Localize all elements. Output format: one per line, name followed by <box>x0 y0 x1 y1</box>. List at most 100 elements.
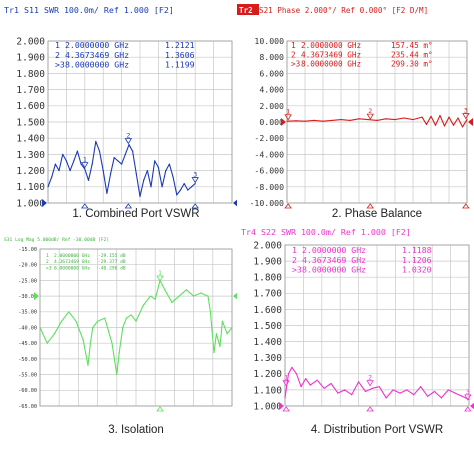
y-tick-label: -35.00 <box>18 310 37 316</box>
marker-row-value: 1.1188 <box>402 245 432 255</box>
trace-point <box>378 386 380 388</box>
y-tick-label: -25.00 <box>18 278 37 284</box>
header-tag: Tr2 <box>239 6 253 15</box>
trace-point <box>132 150 134 152</box>
marker-row: 1 2.0000000 GHz 157.45 m° <box>291 41 433 50</box>
trace-point <box>420 386 422 388</box>
trace-point <box>430 115 432 117</box>
y-tick-label: -15.00 <box>18 247 37 253</box>
trace-point <box>340 118 342 121</box>
trace-point <box>468 398 470 401</box>
trace-point <box>221 320 223 322</box>
marker-triangle <box>191 177 199 184</box>
trace-point <box>427 395 429 397</box>
marker-row-label: 1 <box>55 40 60 50</box>
y-tick-label: 2.000 <box>253 240 282 251</box>
trace-point <box>146 170 148 172</box>
trace-point <box>135 320 137 322</box>
reference-arrow-left <box>279 402 284 410</box>
marker-row-frequency: 8.0000000 GHz <box>301 60 361 69</box>
trace-point <box>187 189 189 191</box>
marker-row: 2 4.3673469 GHz 235.44 m° <box>291 50 433 59</box>
chart-header: Tr1 S11 SWR 100.0m/ Ref 1.000 [F2] <box>4 5 174 15</box>
trace-point <box>309 384 311 386</box>
reference-arrow <box>470 402 474 410</box>
chart-header: Tr4 S22 SWR 100.0m/ Ref 1.000 [F2] <box>241 227 411 237</box>
marker-row-frequency: 2.0000000 GHz <box>302 245 366 255</box>
trace-point <box>142 304 144 307</box>
chart-caption: 3. Isolation <box>108 424 164 436</box>
chart-panel-3: S31 Log Mag 5.000dB/ Ref -30.00dB [F2] -1… <box>0 223 238 446</box>
y-tick-label: 1.300 <box>16 150 45 161</box>
trace-point <box>399 392 401 394</box>
marker-row-label: 2 <box>46 259 49 265</box>
trace-point <box>91 163 93 165</box>
trace-point <box>403 117 405 119</box>
marker-row-value: 1.1206 <box>402 255 432 265</box>
marker-row: >3 8.0000000 GHz 1.1199 <box>55 60 195 70</box>
chart-1-svg: Tr1 S11 SWR 100.0m/ Ref 1.000 [F2] 2.000 1… <box>4 5 238 220</box>
reference-arrow <box>468 118 473 126</box>
y-tick-label: -20.00 <box>18 263 37 269</box>
y-tick-label: -45.00 <box>18 341 37 347</box>
marker-row-frequency: 4.3673469 GHz <box>65 50 129 60</box>
marker-row-frequency: 8.0000000 GHz <box>65 60 129 70</box>
trace-line <box>286 114 468 128</box>
marker-row-value: 1.1199 <box>165 60 195 70</box>
marker-row-value: 1.3606 <box>165 50 195 60</box>
trace-point <box>461 126 464 128</box>
marker-number: 1 <box>83 156 87 164</box>
trace-point <box>385 397 387 399</box>
trace-point <box>209 311 211 313</box>
trace-point <box>219 345 221 347</box>
trace-point <box>351 394 353 396</box>
y-tick-label: 1.500 <box>16 117 45 128</box>
trace-point <box>452 124 455 126</box>
marker-number: 1 <box>286 108 290 116</box>
trace-point <box>89 342 91 344</box>
trace-point <box>116 374 118 376</box>
trace-point <box>358 381 360 383</box>
marker-triangle <box>124 138 133 145</box>
trace-point <box>331 119 333 121</box>
marker-number: 2 <box>368 107 372 115</box>
marker-row: 2 4.3673469 GHz 1.3606 <box>55 50 195 60</box>
marker-row: 1 2.0000000 GHz 1.2121 <box>55 40 195 50</box>
trace-point <box>207 295 209 297</box>
trace-point <box>73 160 75 162</box>
marker-triangle <box>366 380 374 387</box>
trace-point <box>313 119 315 121</box>
marker-row-frequency: 8.0000000 GHz <box>54 265 90 271</box>
y-tick-label: -6.000 <box>254 166 284 176</box>
trace-point <box>183 182 185 185</box>
trace-point <box>295 120 297 122</box>
chart-3-svg: S31 Log Mag 5.000dB/ Ref -30.00dB [F2] -1… <box>4 237 238 436</box>
marker-row-label: >3 <box>46 265 52 271</box>
trace-point <box>286 120 288 122</box>
y-tick-label: -55.00 <box>18 372 37 378</box>
marker-triangle <box>282 380 290 387</box>
trace-point <box>157 166 159 168</box>
marker-row-value: 235.44 m° <box>391 50 433 59</box>
trace-point <box>161 186 163 188</box>
y-tick-label: -2.000 <box>254 133 284 143</box>
trace-point <box>291 366 293 368</box>
y-tick-label: 2.000 <box>259 101 284 111</box>
axis-marker-tick <box>282 406 290 412</box>
trace-point <box>139 195 141 198</box>
trace-point <box>349 119 351 121</box>
trace-point <box>190 186 193 188</box>
trace-point <box>125 317 127 319</box>
y-tick-label: 1.900 <box>16 53 45 64</box>
trace-point <box>322 120 324 122</box>
trace-point <box>434 124 437 126</box>
trace-point <box>425 123 428 126</box>
trace-point <box>150 186 152 188</box>
marker-number: 1 <box>158 269 162 277</box>
trace-point <box>358 118 360 120</box>
y-tick-label: 1.000 <box>16 198 45 209</box>
trace-point <box>194 182 196 185</box>
trace-point <box>117 160 119 162</box>
plot-frame <box>284 244 470 407</box>
trace-point <box>53 333 56 335</box>
